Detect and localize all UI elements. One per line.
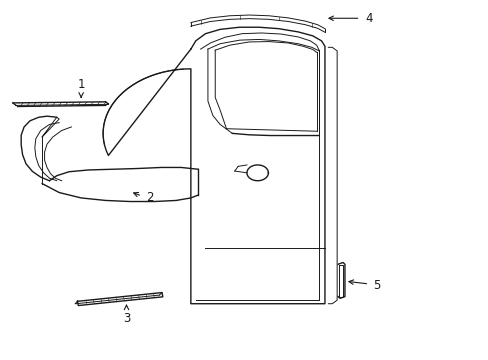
Text: 4: 4	[365, 12, 372, 25]
Text: 2: 2	[146, 191, 153, 204]
Text: 1: 1	[77, 78, 85, 91]
Text: 3: 3	[122, 312, 130, 325]
Text: 5: 5	[372, 279, 380, 292]
